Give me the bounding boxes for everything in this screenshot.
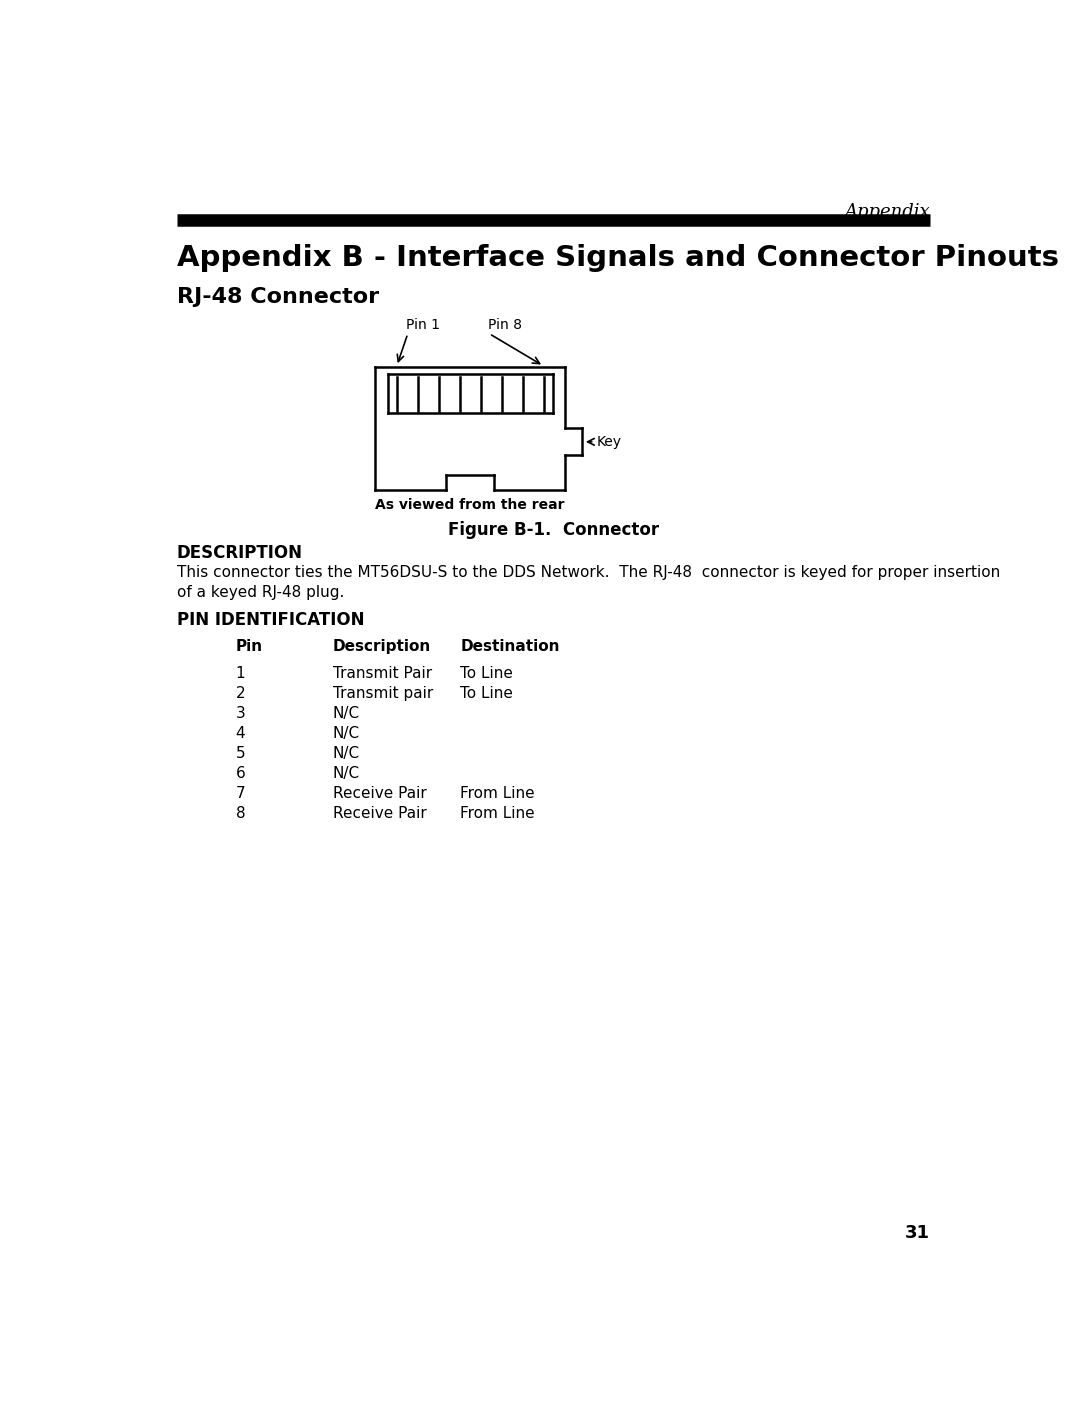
Text: As viewed from the rear: As viewed from the rear [375,497,565,511]
Text: of a keyed RJ-48 plug.: of a keyed RJ-48 plug. [177,585,345,599]
Text: N/C: N/C [333,767,360,781]
Text: Receive Pair: Receive Pair [333,807,427,821]
Text: DESCRIPTION: DESCRIPTION [177,544,302,562]
Text: 6: 6 [235,767,245,781]
Text: Appendix: Appendix [845,203,930,220]
Text: From Line: From Line [460,807,535,821]
Text: 5: 5 [235,747,245,761]
Text: Description: Description [333,639,431,653]
Text: 3: 3 [235,706,245,721]
Text: N/C: N/C [333,727,360,741]
Text: PIN IDENTIFICATION: PIN IDENTIFICATION [177,611,364,629]
Text: N/C: N/C [333,706,360,721]
Text: Transmit pair: Transmit pair [333,686,433,701]
Text: This connector ties the MT56DSU-S to the DDS Network.  The RJ-48  connector is k: This connector ties the MT56DSU-S to the… [177,565,1000,579]
Text: RJ-48 Connector: RJ-48 Connector [177,287,379,308]
Text: Key: Key [596,435,621,449]
Text: Destination: Destination [460,639,561,653]
Text: Appendix B - Interface Signals and Connector Pinouts: Appendix B - Interface Signals and Conne… [177,244,1058,271]
Text: N/C: N/C [333,747,360,761]
Text: 31: 31 [905,1224,930,1242]
Text: Pin 1: Pin 1 [406,318,441,332]
Text: 8: 8 [235,807,245,821]
Text: 7: 7 [235,787,245,801]
Text: To Line: To Line [460,686,513,701]
Text: From Line: From Line [460,787,535,801]
Text: Figure B-1.  Connector: Figure B-1. Connector [448,521,659,538]
Text: Transmit Pair: Transmit Pair [333,666,432,682]
Text: To Line: To Line [460,666,513,682]
Text: 2: 2 [235,686,245,701]
Text: Pin: Pin [235,639,262,653]
Text: Receive Pair: Receive Pair [333,787,427,801]
Text: 1: 1 [235,666,245,682]
Text: Pin 8: Pin 8 [488,318,522,332]
Text: 4: 4 [235,727,245,741]
